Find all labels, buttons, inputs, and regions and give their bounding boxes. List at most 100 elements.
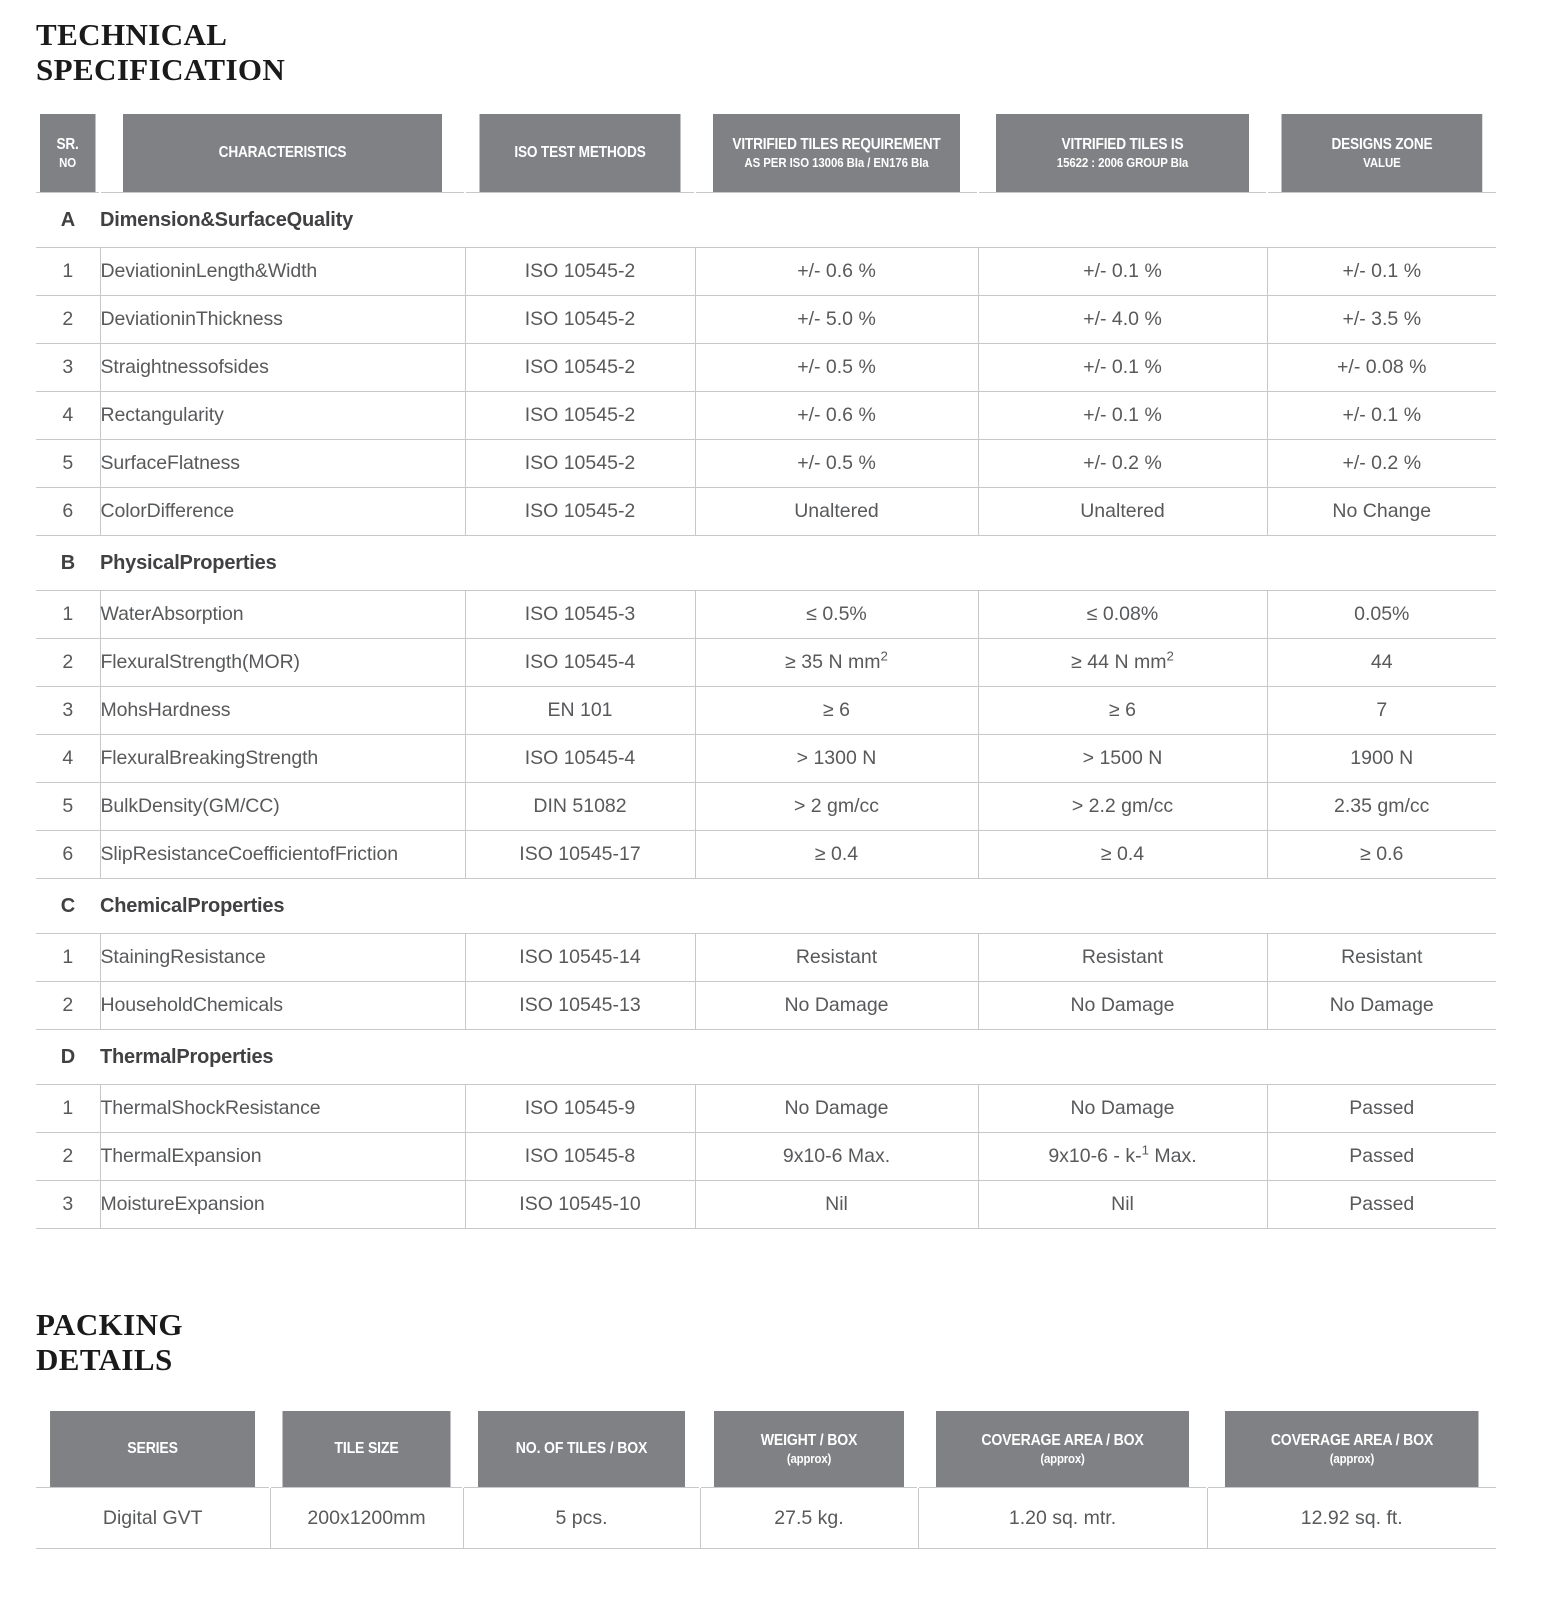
row-vitrified-is: 9x10-6 - k-1 Max. [978, 1132, 1268, 1181]
table-row: 5 SurfaceFlatness ISO 10545-2 +/- 0.5 % +/- … [36, 439, 1496, 488]
row-sr-no: 5 [36, 439, 101, 488]
row-vitrified-requirement: > 2 gm/cc [695, 782, 979, 831]
section-letter: C [36, 878, 100, 934]
table-row: 3 Straightnessofsides ISO 10545-2 +/- 0.5 %… [36, 343, 1496, 392]
row-iso-test-method: ISO 10545-14 [465, 933, 696, 982]
section-header-row: B PhysicalProperties [36, 535, 1496, 591]
section-name: ChemicalProperties [100, 878, 1496, 934]
table-row: 5 BulkDensity(GM/CC) DIN 51082 > 2 gm/cc > 2… [36, 782, 1496, 831]
table-row: 3 MoistureExpansion ISO 10545-10 Nil Nil Pass… [36, 1180, 1496, 1229]
column-header-weight-per-box: WEIGHT / BOX (approx) [713, 1411, 906, 1488]
row-sr-no: 2 [36, 638, 101, 687]
column-header-weight-per-box-approx: (approx) [786, 1451, 832, 1466]
row-designs-zone-value: Passed [1267, 1084, 1496, 1133]
row-sr-no: 2 [36, 1132, 101, 1181]
row-characteristic: Straightnessofsides [100, 343, 466, 392]
row-characteristic: HouseholdChemicals [100, 981, 466, 1030]
row-sr-no: 1 [36, 590, 101, 639]
row-vitrified-requirement: Resistant [695, 933, 979, 982]
column-header-coverage-area-sqm-approx: (approx) [1040, 1451, 1085, 1466]
row-sr-no: 3 [36, 1180, 101, 1229]
row-characteristic: ThermalExpansion [100, 1132, 466, 1181]
row-sr-no: 1 [36, 933, 101, 982]
packing-table-header-row: SERIES TILE SIZE NO. OF TILES / BOX WEIG… [36, 1411, 1496, 1488]
section-letter: A [36, 192, 100, 248]
row-vitrified-requirement: +/- 5.0 % [695, 295, 979, 344]
section-name: ThermalProperties [100, 1029, 1496, 1085]
packing-tiles-per-box: 5 pcs. [463, 1487, 701, 1549]
section-header-row: D ThermalProperties [36, 1029, 1496, 1085]
column-header-tiles-per-box-label: NO. OF TILES / BOX [515, 1440, 648, 1457]
row-designs-zone-value: +/- 0.1 % [1267, 391, 1496, 440]
row-characteristic: FlexuralBreakingStrength [100, 734, 466, 783]
row-characteristic: FlexuralStrength(MOR) [100, 638, 466, 687]
row-iso-test-method: DIN 51082 [465, 782, 696, 831]
table-row: 4 Rectangularity ISO 10545-2 +/- 0.6 % +/- 0… [36, 391, 1496, 440]
table-row: 2 HouseholdChemicals ISO 10545-13 No Damage… [36, 981, 1496, 1030]
column-header-tile-size-label: TILE SIZE [334, 1440, 399, 1457]
row-characteristic: WaterAbsorption [100, 590, 466, 639]
column-header-tiles-per-box: NO. OF TILES / BOX [477, 1411, 687, 1488]
row-vitrified-requirement: ≤ 0.5% [695, 590, 979, 639]
row-designs-zone-value: ≥ 0.6 [1267, 830, 1496, 879]
row-sr-no: 1 [36, 247, 101, 296]
table-row: 1 DeviationinLength&Width ISO 10545-2 +/- 0… [36, 247, 1496, 296]
column-header-coverage-area-sqft-line1: COVERAGE AREA / BOX [1270, 1432, 1434, 1449]
packing-coverage-sqft: 12.92 sq. ft. [1207, 1487, 1496, 1549]
row-vitrified-is: ≤ 0.08% [978, 590, 1268, 639]
row-characteristic: DeviationinLength&Width [100, 247, 466, 296]
row-characteristic: DeviationinThickness [100, 295, 466, 344]
column-header-iso-test-methods: ISO TEST METHODS [478, 114, 683, 193]
row-vitrified-requirement: 9x10-6 Max. [695, 1132, 979, 1181]
row-sr-no: 3 [36, 686, 101, 735]
row-designs-zone-value: 0.05% [1267, 590, 1496, 639]
row-vitrified-requirement: ≥ 35 N mm2 [695, 638, 979, 687]
row-vitrified-is: +/- 0.2 % [978, 439, 1268, 488]
row-sr-no: 4 [36, 391, 101, 440]
row-vitrified-is: > 2.2 gm/cc [978, 782, 1268, 831]
section-name: PhysicalProperties [100, 535, 1496, 591]
column-header-coverage-area-sqm-line1: COVERAGE AREA / BOX [981, 1432, 1144, 1449]
packing-tile-size: 200x1200mm [270, 1487, 464, 1549]
row-sr-no: 2 [36, 295, 101, 344]
row-vitrified-is: Resistant [978, 933, 1268, 982]
spec-table-body: A Dimension&SurfaceQuality 1 DeviationinLen… [36, 192, 1496, 1229]
row-characteristic: ThermalShockResistance [100, 1084, 466, 1133]
table-row: 2 ThermalExpansion ISO 10545-8 9x10-6 Max. 9… [36, 1132, 1496, 1181]
table-row: 6 ColorDifference ISO 10545-2 Unaltered Unal… [36, 487, 1496, 536]
spec-table-header-row: SR. NO CHARACTERISTICS ISO TEST METHODS … [36, 114, 1496, 193]
row-vitrified-requirement: +/- 0.5 % [695, 343, 979, 392]
column-header-iso-test-methods-label: ISO TEST METHODS [514, 143, 646, 161]
row-vitrified-is: No Damage [978, 981, 1268, 1030]
row-characteristic: MohsHardness [100, 686, 466, 735]
row-iso-test-method: ISO 10545-9 [465, 1084, 696, 1133]
packing-table-body: Digital GVT 200x1200mm 5 pcs. 27.5 kg. 1.20 … [36, 1487, 1496, 1549]
technical-specification-table: SR. NO CHARACTERISTICS ISO TEST METHODS … [36, 114, 1496, 1229]
row-sr-no: 6 [36, 830, 101, 879]
column-header-tile-size: TILE SIZE [281, 1411, 453, 1488]
packing-coverage-sqm: 1.20 sq. mtr. [918, 1487, 1208, 1549]
row-sr-no: 6 [36, 487, 101, 536]
row-iso-test-method: ISO 10545-2 [465, 343, 696, 392]
table-row: 1 WaterAbsorption ISO 10545-3 ≤ 0.5% ≤ 0.08%… [36, 590, 1496, 639]
section-letter: B [36, 535, 100, 591]
row-sr-no: 2 [36, 981, 101, 1030]
row-iso-test-method: ISO 10545-2 [465, 295, 696, 344]
row-vitrified-requirement: Unaltered [695, 487, 979, 536]
section-name: Dimension&SurfaceQuality [100, 192, 1496, 248]
row-designs-zone-value: 1900 N [1267, 734, 1496, 783]
column-header-designs-zone-value-line2: VALUE [1363, 154, 1401, 170]
row-iso-test-method: ISO 10545-2 [465, 487, 696, 536]
column-header-weight-per-box-line1: WEIGHT / BOX [760, 1432, 858, 1449]
row-iso-test-method: ISO 10545-2 [465, 391, 696, 440]
row-vitrified-requirement: +/- 0.6 % [695, 391, 979, 440]
row-characteristic: Rectangularity [100, 391, 466, 440]
packing-weight-per-box: 27.5 kg. [700, 1487, 919, 1549]
row-vitrified-is: +/- 0.1 % [978, 343, 1268, 392]
row-vitrified-is: No Damage [978, 1084, 1268, 1133]
row-iso-test-method: ISO 10545-17 [465, 830, 696, 879]
row-designs-zone-value: 44 [1267, 638, 1496, 687]
row-vitrified-is: ≥ 0.4 [978, 830, 1268, 879]
row-vitrified-requirement: > 1300 N [695, 734, 979, 783]
